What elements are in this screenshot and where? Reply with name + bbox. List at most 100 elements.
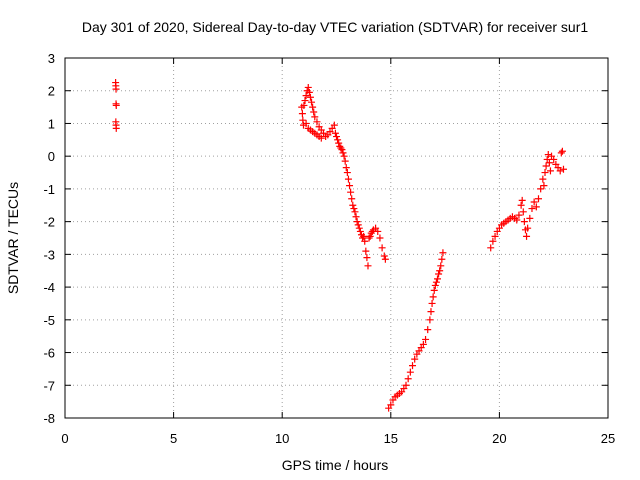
data-point (333, 133, 340, 141)
tick-labels: 0 5 10 15 20 25 -8 -7 -6 -5 -4 -3 -2 -1 0 1 2 3 (43, 51, 615, 446)
data-point (539, 175, 547, 183)
data-point (518, 196, 526, 204)
data-point (344, 175, 352, 183)
y-tick-label: -6 (43, 346, 55, 361)
data-point (304, 83, 312, 91)
y-tick-label: -1 (43, 182, 55, 197)
y-tick-label: -5 (43, 313, 55, 328)
x-tick-label: 5 (170, 431, 177, 446)
data-point (346, 182, 354, 190)
data-point (520, 218, 528, 226)
data-point (433, 275, 441, 283)
data-point (542, 162, 550, 170)
data-point (112, 124, 120, 132)
data-point (546, 167, 554, 175)
data-point (352, 213, 360, 221)
data-point (491, 232, 499, 240)
data-point (431, 281, 439, 289)
x-axis-label: GPS time / hours (282, 457, 389, 473)
data-point (343, 169, 351, 177)
data-point (487, 244, 495, 252)
data-point (306, 93, 314, 101)
data-point (310, 108, 318, 116)
data-points (112, 79, 567, 412)
data-point (436, 267, 444, 275)
data-point (432, 278, 440, 286)
grid (65, 58, 608, 418)
data-point (334, 136, 342, 144)
data-point (298, 110, 306, 118)
x-tick-label: 0 (61, 431, 68, 446)
data-point (387, 401, 395, 409)
data-point (350, 205, 358, 213)
data-point (557, 149, 565, 157)
y-tick-label: 2 (48, 84, 55, 99)
data-point (429, 293, 437, 301)
data-point (438, 255, 446, 263)
x-tick-label: 15 (384, 431, 398, 446)
data-point (378, 244, 386, 252)
y-tick-label: -3 (43, 247, 55, 262)
x-tick-label: 10 (275, 431, 289, 446)
data-point (437, 262, 445, 270)
plot-frame (64, 57, 609, 419)
data-point (376, 234, 384, 242)
x-tick-label: 20 (492, 431, 506, 446)
data-point (513, 216, 521, 224)
data-point (365, 234, 373, 242)
data-point (426, 316, 434, 324)
y-tick-label: -8 (43, 411, 55, 426)
data-point (374, 227, 382, 235)
data-point (302, 119, 310, 127)
data-point (422, 335, 430, 343)
data-point (530, 198, 538, 206)
data-point (366, 232, 374, 240)
data-point (381, 255, 389, 263)
data-point (558, 147, 566, 155)
data-point (409, 362, 417, 370)
data-point (302, 92, 310, 100)
data-point (550, 155, 558, 163)
data-point (299, 116, 307, 124)
data-point (411, 355, 419, 363)
data-point (427, 308, 435, 316)
data-point (528, 205, 536, 213)
data-point (424, 326, 432, 334)
y-tick-label: 1 (48, 116, 55, 131)
data-point (311, 113, 319, 121)
data-point (402, 381, 410, 389)
y-tick-label: -2 (43, 215, 55, 230)
data-point (351, 208, 359, 216)
data-point (517, 201, 525, 209)
data-point (354, 221, 362, 229)
data-point (347, 188, 355, 196)
data-point (556, 167, 564, 175)
data-point (349, 201, 357, 209)
data-point (541, 169, 549, 177)
data-point (540, 182, 548, 190)
data-point (305, 88, 313, 96)
data-point (537, 185, 545, 193)
data-point (300, 101, 308, 109)
data-point (360, 232, 368, 240)
data-point (363, 254, 371, 262)
data-point (301, 97, 309, 105)
data-point (534, 195, 542, 203)
data-point (313, 118, 321, 126)
data-point (430, 286, 438, 294)
x-tick-label: 25 (601, 431, 615, 446)
data-point (526, 214, 534, 222)
y-tick-label: 3 (48, 51, 55, 66)
data-point (112, 85, 120, 93)
data-point (342, 164, 350, 172)
data-point (406, 368, 414, 376)
axis-ticks (64, 57, 609, 419)
data-point (331, 129, 339, 137)
data-point (353, 218, 361, 226)
data-point (348, 195, 356, 203)
data-point (356, 227, 364, 235)
data-point (515, 211, 523, 219)
data-point (380, 252, 388, 260)
data-point (435, 270, 443, 278)
